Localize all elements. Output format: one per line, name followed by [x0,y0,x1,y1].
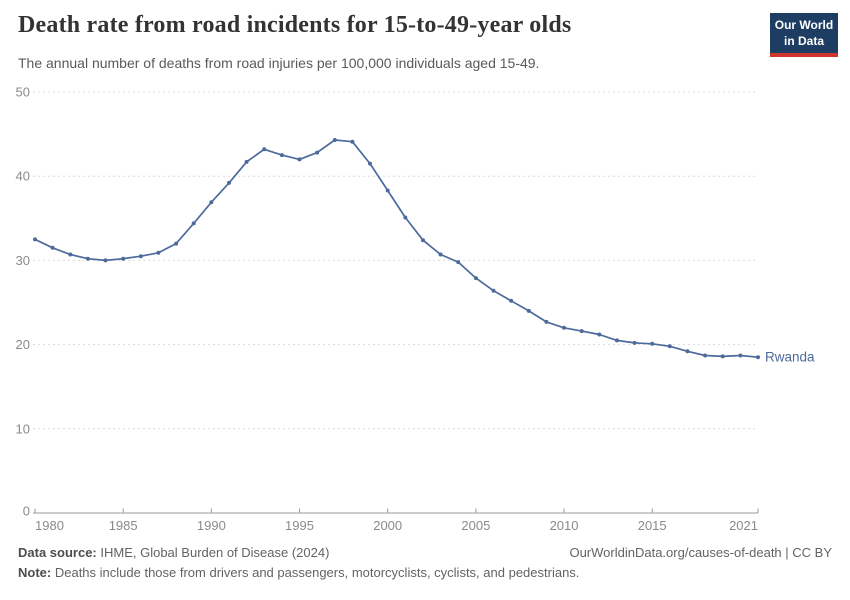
data-point [421,238,425,243]
data-point [632,340,637,345]
data-point [209,200,214,205]
y-axis-tick-label: 20 [16,337,30,352]
owid-logo-text: Our World in Data [770,13,838,54]
x-axis-tick-label: 1985 [109,518,138,533]
data-point [121,256,126,261]
data-point [156,250,161,255]
note-label: Note: [18,565,52,580]
data-point [473,276,478,281]
data-point [562,325,566,330]
gridlines: 0 10 20 30 40 50 [16,85,758,519]
data-point [191,221,196,226]
y-axis-tick-label: 10 [16,421,30,436]
note: Note: Deaths include those from drivers … [18,565,832,580]
x-axis-tick-label: 2010 [550,518,579,533]
data-source-value: IHME, Global Burden of Disease (2024) [100,545,330,560]
x-axis-tick-label: 1980 [35,518,64,533]
data-source: Data source: IHME, Global Burden of Dise… [18,545,329,560]
data-point [244,159,249,164]
data-point [385,188,390,193]
data-point [50,245,55,250]
data-point [138,254,143,259]
data-point [297,157,302,162]
data-point [579,329,584,334]
data-point [526,308,531,313]
data-point [368,161,372,166]
y-axis-tick-label: 30 [16,253,30,268]
data-point [103,258,108,263]
data-point [685,349,690,354]
y-axis-tick-label: 0 [23,504,30,519]
data-point [720,354,725,359]
series-label: Rwanda [765,350,815,365]
series-line [34,139,759,359]
data-point [438,252,443,257]
y-axis-tick-label: 40 [16,169,30,184]
data-point [279,153,284,158]
data-point [262,147,267,152]
data-point [756,355,760,360]
data-point [667,344,672,349]
data-point [456,260,461,265]
x-axis-tick-label: 1990 [197,518,226,533]
data-point [614,338,619,343]
series-rwanda: Rwanda [33,138,815,365]
x-axis: 1980 1985 1990 1995 2000 2005 2010 2015 2021 [33,508,759,533]
owid-logo-red-bar [770,53,838,58]
note-value: Deaths include those from drivers and pa… [54,565,580,580]
data-point [509,298,514,303]
data-point [33,237,37,242]
series-points [33,138,760,360]
data-point [350,139,355,144]
data-point [491,288,496,293]
y-axis-tick-label: 50 [16,85,30,100]
data-point [174,241,179,246]
x-axis-tick-label: 2000 [373,518,402,533]
owid-logo[interactable]: Our World in Data [770,13,838,58]
data-point [650,341,655,346]
data-point [738,353,743,358]
x-axis-tick-label: 2005 [461,518,490,533]
data-point [315,150,320,155]
data-point [703,353,708,358]
data-point [68,252,73,257]
data-point [403,215,408,220]
x-axis-tick-label: 1995 [285,518,314,533]
page-title: Death rate from road incidents for 15-to… [18,12,572,38]
chart-footer: Data source: IHME, Global Burden of Dise… [18,545,832,580]
chart-subtitle: The annual number of deaths from road in… [18,55,540,71]
data-point [544,319,549,324]
data-source-label: Data source: [18,545,97,560]
x-axis-tick-label: 2021 [729,518,758,533]
data-point [227,180,231,185]
data-point [85,256,90,261]
line-chart: 0 10 20 30 40 50 1980 1985 1990 1995 2000 2005 2010 2… [16,85,815,534]
x-axis-tick-label: 2015 [638,518,667,533]
attribution-link[interactable]: OurWorldinData.org/causes-of-death | CC … [569,545,832,560]
data-point [597,332,602,337]
data-point [332,138,337,142]
